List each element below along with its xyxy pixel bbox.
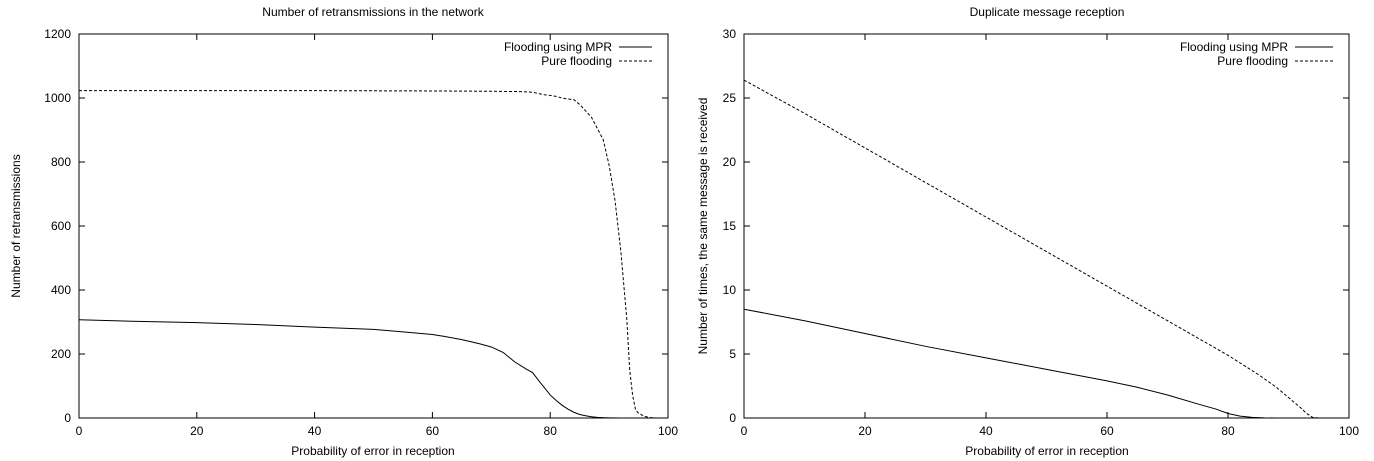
legend-label-mpr: Flooding using MPR: [504, 40, 612, 54]
x-tick-label: 60: [426, 424, 440, 438]
series-group: [78, 90, 668, 419]
y-tick-label: 15: [723, 219, 737, 233]
tick-group: 0 20 40 60 80 100 0 5 10 15 20 25 30: [723, 27, 1360, 438]
chart-duplicate-reception: Duplicate message reception Probability …: [696, 5, 1359, 458]
series-line-pure-flooding: [79, 90, 668, 419]
y-tick-label: 10: [723, 283, 737, 297]
legend: Flooding using MPR Pure flooding: [1180, 40, 1333, 68]
legend-label-pure: Pure flooding: [541, 54, 612, 68]
x-tick-label: 40: [308, 424, 322, 438]
x-tick-label: 20: [190, 424, 204, 438]
x-tick-label: 100: [1339, 424, 1359, 438]
y-axis-label: Number of times, the same message is rec…: [696, 98, 710, 355]
y-tick-label: 400: [51, 283, 71, 297]
x-tick-label: 0: [76, 424, 83, 438]
x-tick-label: 100: [658, 424, 678, 438]
y-tick-label: 1000: [44, 91, 71, 105]
y-tick-label: 1200: [44, 27, 71, 41]
legend: Flooding using MPR Pure flooding: [504, 40, 652, 68]
x-tick-label: 40: [979, 424, 993, 438]
chart-title: Duplicate message reception: [970, 5, 1125, 19]
x-axis-label: Probability of error in reception: [291, 444, 454, 458]
series-line-mpr: [78, 319, 668, 419]
y-tick-label: 0: [64, 411, 71, 425]
series-line-pure-flooding: [743, 79, 1349, 419]
x-tick-label: 80: [544, 424, 558, 438]
y-tick-label: 25: [723, 91, 737, 105]
x-tick-label: 20: [858, 424, 872, 438]
y-axis-label: Number of retransmissions: [9, 154, 23, 297]
y-tick-label: 200: [51, 347, 71, 361]
legend-label-pure: Pure flooding: [1217, 54, 1288, 68]
series-group: [743, 79, 1349, 419]
x-tick-label: 0: [741, 424, 748, 438]
y-tick-label: 800: [51, 155, 71, 169]
chart-retransmissions: Number of retransmissions in the network…: [9, 5, 678, 458]
y-tick-label: 600: [51, 219, 71, 233]
y-tick-label: 30: [723, 27, 737, 41]
x-tick-label: 80: [1221, 424, 1235, 438]
y-tick-label: 20: [723, 155, 737, 169]
y-tick-label: 5: [729, 347, 736, 361]
plot-frame: [743, 33, 1350, 419]
y-tick-label: 0: [729, 411, 736, 425]
chart-title: Number of retransmissions in the network: [262, 5, 484, 19]
legend-label-mpr: Flooding using MPR: [1180, 40, 1288, 54]
plot-frame: [78, 33, 669, 419]
x-tick-label: 60: [1100, 424, 1114, 438]
series-line-mpr: [743, 308, 1349, 419]
x-axis-label: Probability of error in reception: [965, 444, 1128, 458]
